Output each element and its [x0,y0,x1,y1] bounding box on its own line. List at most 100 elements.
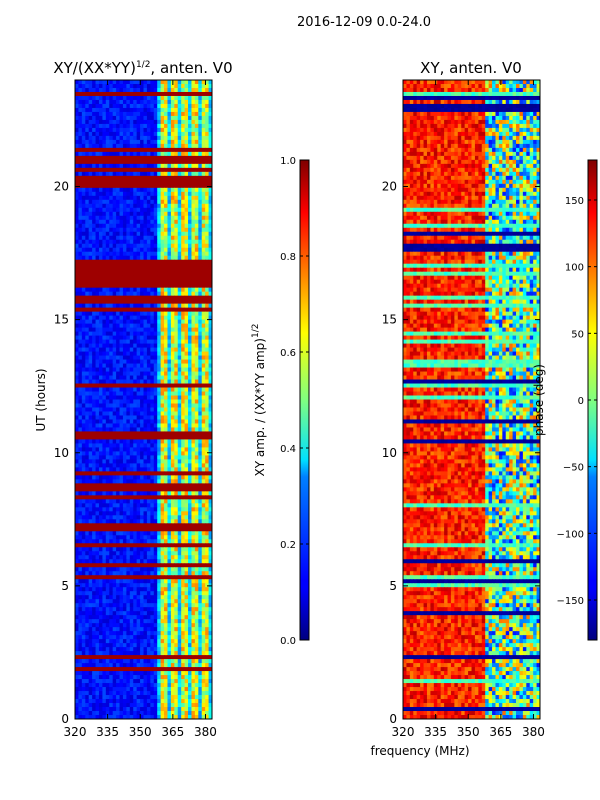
heatmap-cell [164,287,168,293]
heatmap-cell [119,467,124,472]
heatmap-cell [205,235,210,241]
heatmap-cell [95,139,100,145]
heatmap-cell [105,315,110,321]
heatmap-cell [129,203,134,209]
heatmap-cell [112,567,117,572]
heatmap-cell [98,159,103,165]
heatmap-cell [188,151,192,157]
heatmap-cell [92,191,97,197]
heatmap-cell [133,247,138,253]
heatmap-cell [95,307,100,313]
heatmap-cell [95,519,100,524]
heatmap-cell [129,115,134,121]
heatmap-cell [184,515,189,520]
heatmap-cell [181,403,186,408]
heatmap-cell [150,107,155,113]
heatmap-cell [78,259,83,265]
heatmap-cell [191,471,196,476]
heatmap-cell [102,139,107,145]
heatmap-cell [119,359,124,365]
heatmap-cell [157,135,162,141]
heatmap-cell [105,323,110,329]
heatmap-cell [105,535,110,540]
heatmap-cell [188,203,192,209]
heatmap-cell [188,427,192,432]
heatmap-cell [146,459,151,464]
heatmap-cell [122,135,127,141]
heatmap-cell [78,535,83,540]
heatmap-cell [92,471,97,476]
heatmap-cell [119,491,124,496]
heatmap-cell [198,503,203,508]
heatmap-cell [167,495,172,500]
heatmap-cell [170,231,175,237]
heatmap-cell [157,527,162,532]
heatmap-cell [122,171,127,177]
heatmap-cell [140,515,144,520]
heatmap-cell [208,399,212,404]
heatmap-cell [177,159,182,165]
heatmap-cell [201,179,206,185]
heatmap-cell [164,243,168,249]
heatmap-cell [122,271,127,277]
heatmap-cell [129,347,134,353]
heatmap-cell [191,507,196,512]
heatmap-cell [140,471,144,476]
heatmap-cell [126,195,131,201]
heatmap-cell [188,263,192,269]
heatmap-cell [208,371,212,377]
heatmap-cell [98,115,103,121]
heatmap-cell [188,503,192,508]
heatmap-cell [174,315,179,321]
heatmap-cell [150,111,155,117]
heatmap-cell [146,383,151,389]
heatmap-cell [109,195,114,201]
heatmap-cell [191,215,196,221]
heatmap-cell [116,80,121,85]
heatmap-cell [78,95,83,101]
heatmap-cell [116,135,121,141]
heatmap-cell [157,403,162,408]
heatmap-cell [153,163,158,169]
heatmap-cell [81,271,86,277]
heatmap-cell [136,127,141,133]
heatmap-cell [95,515,100,520]
heatmap-cell [109,171,114,177]
heatmap-cell [109,115,114,121]
heatmap-cell [75,315,79,321]
heatmap-cell [164,327,168,333]
heatmap-cell [122,107,127,113]
heatmap-cell [174,203,179,209]
heatmap-cell [126,303,131,309]
heatmap-cell [88,291,93,297]
heatmap-cell [153,99,158,105]
heatmap-cell [95,259,100,265]
heatmap-cell [143,203,148,209]
heatmap-cell [164,275,168,281]
heatmap-cell [201,403,206,408]
heatmap-cell [92,415,97,420]
heatmap-cell [188,383,192,389]
heatmap-cell [177,343,182,349]
heatmap-cell [78,271,83,277]
heatmap-cell [105,139,110,145]
heatmap-cell [88,539,93,544]
heatmap-cell [208,507,212,512]
heatmap-cell [198,227,203,233]
heatmap-cell [150,259,155,265]
heatmap-cell [198,419,203,424]
heatmap-cell [184,183,189,189]
heatmap-cell [140,459,144,464]
heatmap-cell [184,87,189,93]
heatmap-cell [164,415,168,420]
heatmap-cell [164,183,168,189]
heatmap-cell [188,327,192,333]
heatmap-cell [81,379,86,385]
heatmap-cell [122,363,127,369]
heatmap-cell [153,423,158,428]
heatmap-cell [160,431,165,436]
heatmap-cell [177,151,182,157]
heatmap-cell [170,147,175,153]
heatmap-cell [146,103,151,109]
heatmap-cell [188,155,192,161]
